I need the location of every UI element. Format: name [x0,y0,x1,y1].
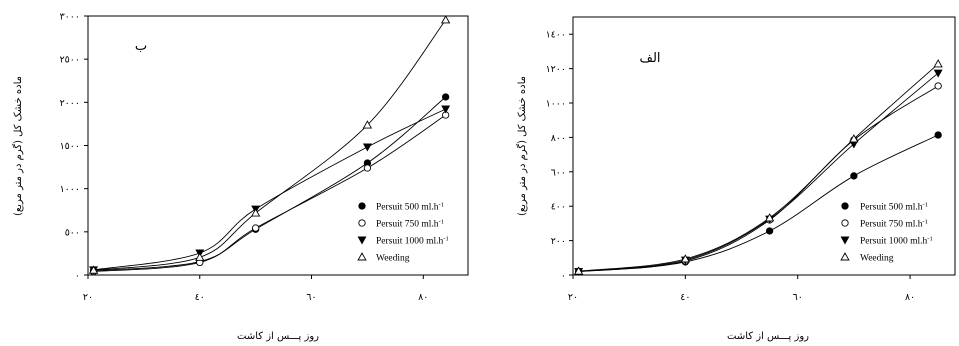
y-tick-label: ٣٠٠٠ [60,12,80,23]
data-point-weeding [764,213,775,222]
chart-panel-0: ٠ ٥٠٠ ١٠٠٠ ١٥٠٠ ٢٠٠٠ ٢٥٠٠ ٣٠٠٠ ٢٠ ٤٠ ٦٠ ٨٠ ماده خشک… [12,12,469,342]
legend-label-superscript: -1 [923,218,928,225]
legend-item: Persuit 500 ml.h-1 [358,201,444,213]
data-point-weeding [573,266,584,275]
legend-label: Weeding [860,254,894,264]
chart-panel-1: ٠ ٢٠٠ ٤٠٠ ٦٠٠ ٨٠٠ ١٠٠٠ ١٢٠٠ ١٤٠٠ ٢٠ ٤٠ ٦٠ ٨٠ ماده خش… [516,16,956,342]
legend-label: Persuit 750 ml.h-1 [860,218,928,230]
data-point-persuit-750-ml-h [934,82,942,90]
legend-marker-persuit-1000-ml-h [840,236,850,245]
data-point-weeding [250,208,261,217]
x-tick-label: ٢٠ [568,292,578,303]
data-point-persuit-500-ml-h [765,227,774,235]
plot-frame [572,16,956,276]
series-line-weeding [93,19,447,271]
legend-marker-weeding [840,252,850,261]
x-tick-label: ٤٠ [680,292,690,303]
legend-item: Persuit 500 ml.h-1 [841,201,928,213]
panel-label: الف [639,51,660,66]
data-point-persuit-750-ml-h [363,164,372,172]
legend-label-superscript: -1 [443,235,448,242]
legend-label-text: Weeding [860,254,894,264]
data-point-persuit-500-ml-h [850,172,858,180]
data-point-persuit-1000-ml-h [933,69,943,78]
y-tick-label: ٠ [561,271,566,282]
x-axis-label: روز پـــس از کاشت [727,331,809,342]
legend-marker-persuit-500-ml-h [841,202,849,210]
legend-label-text: Persuit 500 ml.h [376,203,439,213]
y-tick-label: ٤٠٠ [551,202,566,213]
legend-label-superscript: -1 [923,201,928,208]
y-tick-label: ١٥٠٠ [60,141,80,152]
x-tick-label: ٢٠ [83,292,93,303]
y-tick-label: ١٤٠٠ [546,30,566,41]
data-point-persuit-1000-ml-h [362,143,372,152]
data-point-persuit-1000-ml-h [441,105,451,114]
legend-label-text: Persuit 500 ml.h [860,203,923,213]
legend-label-text: Weeding [376,254,410,264]
legend-item: Persuit 1000 ml.h-1 [357,235,449,247]
x-tick-label: ٦٠ [793,292,803,303]
legend-marker-persuit-750-ml-h [358,219,366,227]
y-tick-label: ٢٠٠٠ [60,98,80,109]
x-tick-label: ٨٠ [905,292,915,303]
legend-label-text: Persuit 1000 ml.h [860,237,928,247]
data-point-weeding [849,134,859,143]
series-line-persuit-750-ml-h [93,114,446,272]
legend-marker-persuit-1000-ml-h [357,236,367,245]
y-tick-label: ٨٠٠ [551,133,566,144]
x-tick-label: ٦٠ [306,292,316,303]
y-tick-label: ٢٠٠ [551,236,566,247]
legend-item: Weeding [840,252,894,264]
y-tick-label: ٦٠٠ [551,167,566,178]
legend-label-text: Persuit 1000 ml.h [376,237,444,247]
series-line-persuit-500-ml-h [93,96,446,272]
data-point-weeding [362,120,373,129]
panel-label: ب [135,39,147,54]
y-tick-label: ١٢٠٠ [546,64,566,75]
legend-label: Persuit 1000 ml.h-1 [860,235,933,247]
legend-marker-persuit-500-ml-h [358,202,366,210]
legend-label-text: Persuit 750 ml.h [376,220,439,230]
legend-item: Persuit 1000 ml.h-1 [840,235,933,247]
data-point-weeding [680,254,691,263]
x-tick-label: ٨٠ [418,292,428,303]
x-axis-label: روز پـــس از کاشت [237,331,319,342]
y-tick-label: ١٠٠٠ [546,99,566,110]
legend-item: Weeding [357,252,410,264]
legend-marker-weeding [357,252,367,261]
data-point-weeding [933,59,943,68]
data-point-persuit-750-ml-h [251,224,260,232]
y-tick-label: ٠ [75,271,80,282]
legend-label-superscript: -1 [439,201,444,208]
legend-label: Persuit 750 ml.h-1 [376,218,444,230]
legend-label: Weeding [376,254,410,264]
legend-item: Persuit 750 ml.h-1 [841,218,928,230]
y-tick-label: ٥٠٠ [65,227,80,238]
legend-label-superscript: -1 [927,235,932,242]
legend-item: Persuit 750 ml.h-1 [358,218,444,230]
y-tick-label: ١٠٠٠ [60,184,80,195]
y-tick-label: ٢٥٠٠ [60,55,80,66]
data-point-persuit-500-ml-h [441,93,450,101]
data-point-weeding [88,265,99,274]
x-tick-label: ٤٠ [195,292,205,303]
legend-label-text: Persuit 750 ml.h [860,220,923,230]
legend-marker-persuit-750-ml-h [841,219,849,227]
y-axis-label: ماده خشک کل (گرم در متر مربع) [12,76,24,216]
data-point-persuit-500-ml-h [934,131,942,139]
legend-label-superscript: -1 [439,218,444,225]
legend-label: Persuit 500 ml.h-1 [860,201,928,213]
data-point-weeding [440,15,451,24]
legend-label: Persuit 500 ml.h-1 [376,201,444,213]
y-axis-label: ماده خشک کل (گرم در متر مربع) [516,76,528,216]
data-point-weeding [195,252,205,261]
legend-label: Persuit 1000 ml.h-1 [376,235,449,247]
